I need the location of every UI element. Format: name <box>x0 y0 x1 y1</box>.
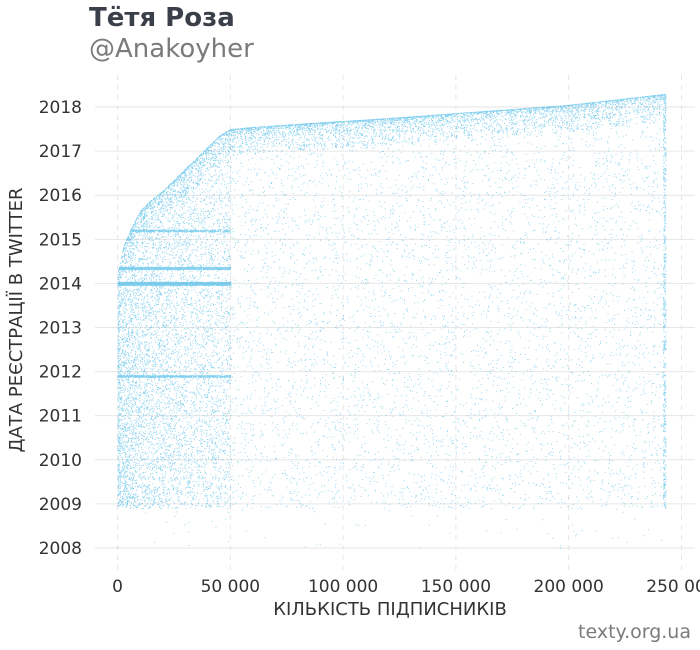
y-tick-label: 2013 <box>39 319 82 339</box>
y-tick-label: 2014 <box>39 274 82 294</box>
y-tick-label: 2009 <box>39 495 82 515</box>
y-axis-ticks: 2008 2009 2010 2011 2012 2013 2014 2015 2016 2017… <box>39 98 82 559</box>
scatter-point-cloud <box>117 94 667 549</box>
y-tick-label: 2011 <box>39 407 82 427</box>
y-axis-label: ДАТА РЕЄСТРАЦІЇ В TWITTER <box>6 188 27 453</box>
y-tick-label: 2012 <box>39 363 82 383</box>
credit-text: texty.org.ua <box>578 621 691 643</box>
y-tick-label: 2017 <box>39 142 82 162</box>
chart-subtitle: @Anakoyher <box>89 34 254 64</box>
x-tick-label: 150 000 <box>421 577 491 597</box>
y-tick-label: 2015 <box>39 230 82 250</box>
scatter-points <box>117 94 667 549</box>
x-tick-label: 0 <box>112 577 123 597</box>
y-tick-label: 2018 <box>39 98 82 118</box>
x-tick-label: 50 000 <box>201 577 260 597</box>
x-tick-label: 250 000 <box>646 577 700 597</box>
chart-title: Тётя Роза <box>89 3 235 33</box>
y-tick-label: 2016 <box>39 186 82 206</box>
x-tick-label: 100 000 <box>308 577 378 597</box>
y-tick-label: 2008 <box>39 539 82 559</box>
x-axis-ticks: 0 50 000 100 000 150 000 200 000 250 000 <box>112 577 700 597</box>
y-tick-label: 2010 <box>39 451 82 471</box>
x-axis-label: КІЛЬКІСТЬ ПІДПИСНИКІВ <box>273 599 507 620</box>
x-tick-label: 200 000 <box>534 577 604 597</box>
